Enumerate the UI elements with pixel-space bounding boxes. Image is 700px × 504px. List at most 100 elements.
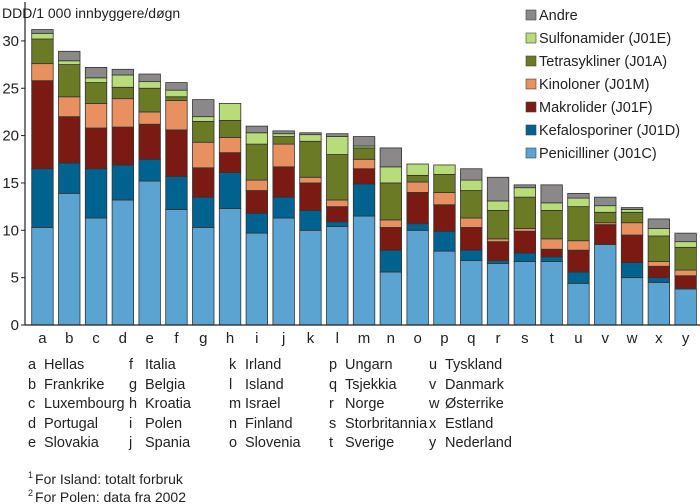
country-letter: s: [329, 415, 337, 432]
bar-segment: [192, 116, 215, 122]
country-letter: q: [329, 376, 338, 393]
bar-segment: [111, 68, 134, 76]
bar-segment: [218, 103, 242, 121]
bar-segment: [84, 67, 108, 79]
bar-segment: [272, 143, 295, 168]
bar-segment: [218, 120, 242, 138]
bar-segment: [620, 207, 644, 210]
bar-segment: [299, 132, 322, 136]
country-name: Hellas: [44, 357, 85, 373]
country-key-item: v Danmark: [429, 377, 504, 393]
bar-segment: [31, 29, 54, 34]
country-key-item: i Polen: [129, 416, 182, 432]
bar-stack-o: [406, 163, 429, 326]
footnote-2: 2 For Polen: data fra 2002: [28, 488, 186, 504]
x-tick-label: t: [550, 330, 555, 347]
bar-segment: [540, 184, 563, 204]
bar-stack-q: [460, 168, 483, 326]
bar-segment: [486, 210, 510, 240]
country-letter: n: [229, 415, 238, 432]
bar-segment: [540, 210, 563, 240]
country-key-item: a Hellas: [28, 357, 84, 373]
bar-stack-u: [567, 192, 590, 326]
legend-item: Kinoloner (J01M): [525, 77, 649, 93]
bar-segment: [513, 261, 536, 326]
bar-segment: [540, 248, 563, 258]
country-name: Nederland: [445, 435, 512, 451]
bar-stack-j: [272, 130, 295, 326]
bar-segment: [31, 32, 54, 40]
bar-segment: [513, 252, 536, 262]
x-tick-label: k: [307, 330, 315, 347]
bar-segment: [540, 261, 563, 326]
country-letter: o: [229, 435, 238, 451]
bar-segment: [406, 229, 429, 326]
bar-stack-k: [299, 132, 322, 326]
bar-segment: [272, 130, 295, 135]
bar-segment: [31, 38, 54, 65]
country-letter: r: [329, 396, 334, 412]
bar-segment: [218, 152, 242, 173]
y-axis-label: DDD/1 000 innbyggere/døgn: [2, 5, 180, 21]
country-name: Sverige: [345, 435, 395, 451]
bar-segment: [192, 99, 215, 118]
country-key-item: j Spania: [129, 435, 190, 451]
bar-segment: [111, 126, 134, 166]
country-letter: l: [229, 376, 233, 393]
bar-segment: [486, 200, 510, 211]
bar-segment: [192, 227, 215, 326]
country-letter: g: [129, 376, 138, 393]
bar-segment: [406, 163, 429, 176]
bar-stack-n: [379, 147, 403, 326]
x-tick-label: o: [413, 330, 421, 347]
legend-swatch: [525, 147, 537, 159]
y-tick-label: 20: [2, 128, 19, 145]
legend-item: Penicilliner (J01C): [525, 146, 657, 162]
bar-segment: [165, 129, 188, 177]
bar-segment: [326, 199, 349, 208]
bar-stack-p: [433, 164, 456, 326]
country-letter: j: [129, 435, 133, 451]
country-name: Israel: [245, 396, 281, 412]
bar-segment: [192, 120, 215, 143]
bar-segment: [620, 262, 644, 279]
country-letter: d: [28, 415, 37, 432]
bar-segment: [486, 260, 510, 264]
bar-segment: [567, 197, 590, 208]
bar-segment: [513, 187, 536, 198]
country-key-item: f Italia: [129, 357, 176, 373]
bar-segment: [379, 182, 403, 221]
footnote-mark: 2: [28, 488, 34, 498]
bar-segment: [111, 86, 134, 100]
country-letter: y: [429, 435, 437, 451]
bar-segment: [192, 141, 215, 169]
bar-segment: [567, 271, 590, 284]
bar-segment: [406, 192, 429, 225]
bar-stack-c: [84, 67, 108, 326]
bar-segment: [111, 74, 134, 88]
bar-segment: [84, 82, 108, 104]
bar-segment: [540, 256, 563, 262]
bar-stack-v: [594, 196, 617, 326]
x-tick-label: a: [38, 330, 47, 347]
bar-segment: [433, 192, 456, 206]
bar-segment: [460, 227, 483, 251]
country-key-item: d Portugal: [28, 416, 98, 432]
bar-segment: [326, 226, 349, 326]
x-tick-label: l: [336, 330, 339, 347]
bar-segment: [460, 260, 483, 326]
legend-swatch: [525, 9, 537, 21]
country-name: Ungarn: [345, 357, 393, 373]
bar-segment: [647, 235, 670, 262]
bar-stack-x: [647, 218, 670, 326]
country-name: Italia: [145, 357, 176, 373]
bar-stack-w: [620, 207, 644, 326]
bar-segment: [433, 164, 456, 175]
bar-stack-m: [352, 136, 376, 326]
legend-label: Kefalosporiner (J01D): [539, 123, 680, 139]
bar-segment: [138, 123, 161, 160]
x-tick-label: u: [574, 330, 582, 347]
bar-segment: [326, 154, 349, 201]
country-name: Portugal: [44, 415, 99, 432]
bar-segment: [299, 134, 322, 142]
